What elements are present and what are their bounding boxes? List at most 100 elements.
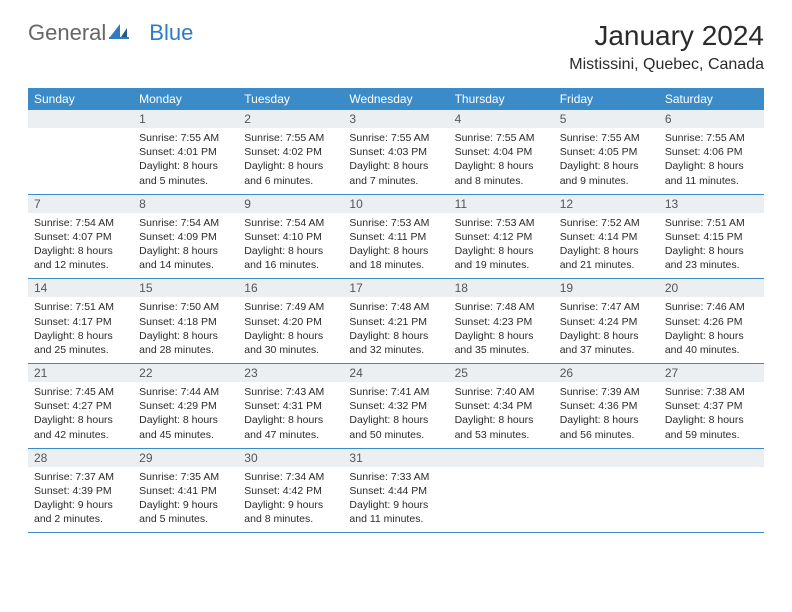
day-number: 11	[449, 195, 554, 213]
daylight-text: Daylight: 8 hours and 28 minutes.	[139, 329, 232, 357]
daylight-text: Daylight: 8 hours and 6 minutes.	[244, 159, 337, 187]
day-number	[28, 110, 133, 128]
calendar-cell: 21Sunrise: 7:45 AMSunset: 4:27 PMDayligh…	[28, 364, 133, 449]
day-number: 2	[238, 110, 343, 128]
calendar-cell: 14Sunrise: 7:51 AMSunset: 4:17 PMDayligh…	[28, 279, 133, 364]
sunrise-text: Sunrise: 7:55 AM	[560, 131, 653, 145]
day-details: Sunrise: 7:33 AMSunset: 4:44 PMDaylight:…	[343, 467, 448, 533]
day-number: 7	[28, 195, 133, 213]
brand-part1: General	[28, 20, 106, 46]
calendar-cell: 10Sunrise: 7:53 AMSunset: 4:11 PMDayligh…	[343, 194, 448, 279]
daylight-text: Daylight: 8 hours and 12 minutes.	[34, 244, 127, 272]
day-number	[659, 449, 764, 467]
day-details: Sunrise: 7:55 AMSunset: 4:06 PMDaylight:…	[659, 128, 764, 194]
day-details: Sunrise: 7:49 AMSunset: 4:20 PMDaylight:…	[238, 297, 343, 363]
day-details: Sunrise: 7:50 AMSunset: 4:18 PMDaylight:…	[133, 297, 238, 363]
sunrise-text: Sunrise: 7:55 AM	[349, 131, 442, 145]
sunrise-text: Sunrise: 7:46 AM	[665, 300, 758, 314]
day-number: 4	[449, 110, 554, 128]
sunset-text: Sunset: 4:02 PM	[244, 145, 337, 159]
day-details: Sunrise: 7:51 AMSunset: 4:17 PMDaylight:…	[28, 297, 133, 363]
sunrise-text: Sunrise: 7:54 AM	[139, 216, 232, 230]
sunset-text: Sunset: 4:23 PM	[455, 315, 548, 329]
calendar-cell: 4Sunrise: 7:55 AMSunset: 4:04 PMDaylight…	[449, 110, 554, 194]
daylight-text: Daylight: 8 hours and 9 minutes.	[560, 159, 653, 187]
daylight-text: Daylight: 8 hours and 40 minutes.	[665, 329, 758, 357]
sunset-text: Sunset: 4:11 PM	[349, 230, 442, 244]
day-details: Sunrise: 7:55 AMSunset: 4:03 PMDaylight:…	[343, 128, 448, 194]
brand-logo: General Blue	[28, 20, 193, 46]
day-number: 16	[238, 279, 343, 297]
header: General Blue January 2024 Mistissini, Qu…	[28, 20, 764, 74]
calendar-cell: 18Sunrise: 7:48 AMSunset: 4:23 PMDayligh…	[449, 279, 554, 364]
daylight-text: Daylight: 8 hours and 7 minutes.	[349, 159, 442, 187]
calendar-body: 1Sunrise: 7:55 AMSunset: 4:01 PMDaylight…	[28, 110, 764, 533]
title-block: January 2024 Mistissini, Quebec, Canada	[569, 20, 764, 74]
sunrise-text: Sunrise: 7:50 AM	[139, 300, 232, 314]
day-number: 28	[28, 449, 133, 467]
calendar-cell: 11Sunrise: 7:53 AMSunset: 4:12 PMDayligh…	[449, 194, 554, 279]
sunrise-text: Sunrise: 7:38 AM	[665, 385, 758, 399]
calendar-cell: 1Sunrise: 7:55 AMSunset: 4:01 PMDaylight…	[133, 110, 238, 194]
sunset-text: Sunset: 4:10 PM	[244, 230, 337, 244]
calendar-row: 1Sunrise: 7:55 AMSunset: 4:01 PMDaylight…	[28, 110, 764, 194]
calendar-cell: 12Sunrise: 7:52 AMSunset: 4:14 PMDayligh…	[554, 194, 659, 279]
sunrise-text: Sunrise: 7:55 AM	[244, 131, 337, 145]
daylight-text: Daylight: 8 hours and 56 minutes.	[560, 413, 653, 441]
day-number: 23	[238, 364, 343, 382]
sunset-text: Sunset: 4:01 PM	[139, 145, 232, 159]
calendar-cell: 6Sunrise: 7:55 AMSunset: 4:06 PMDaylight…	[659, 110, 764, 194]
calendar-cell: 8Sunrise: 7:54 AMSunset: 4:09 PMDaylight…	[133, 194, 238, 279]
sunset-text: Sunset: 4:29 PM	[139, 399, 232, 413]
sunrise-text: Sunrise: 7:54 AM	[244, 216, 337, 230]
daylight-text: Daylight: 8 hours and 45 minutes.	[139, 413, 232, 441]
calendar-cell	[28, 110, 133, 194]
day-details: Sunrise: 7:54 AMSunset: 4:10 PMDaylight:…	[238, 213, 343, 279]
sunrise-text: Sunrise: 7:55 AM	[665, 131, 758, 145]
day-number: 12	[554, 195, 659, 213]
day-details: Sunrise: 7:43 AMSunset: 4:31 PMDaylight:…	[238, 382, 343, 448]
day-details: Sunrise: 7:46 AMSunset: 4:26 PMDaylight:…	[659, 297, 764, 363]
daylight-text: Daylight: 9 hours and 11 minutes.	[349, 498, 442, 526]
day-details: Sunrise: 7:34 AMSunset: 4:42 PMDaylight:…	[238, 467, 343, 533]
day-number: 30	[238, 449, 343, 467]
sunset-text: Sunset: 4:32 PM	[349, 399, 442, 413]
daylight-text: Daylight: 8 hours and 19 minutes.	[455, 244, 548, 272]
daylight-text: Daylight: 8 hours and 23 minutes.	[665, 244, 758, 272]
sunset-text: Sunset: 4:03 PM	[349, 145, 442, 159]
day-number: 27	[659, 364, 764, 382]
day-header-tuesday: Tuesday	[238, 88, 343, 110]
day-number: 6	[659, 110, 764, 128]
calendar-cell: 29Sunrise: 7:35 AMSunset: 4:41 PMDayligh…	[133, 448, 238, 533]
day-details: Sunrise: 7:41 AMSunset: 4:32 PMDaylight:…	[343, 382, 448, 448]
day-details: Sunrise: 7:44 AMSunset: 4:29 PMDaylight:…	[133, 382, 238, 448]
sunset-text: Sunset: 4:36 PM	[560, 399, 653, 413]
daylight-text: Daylight: 8 hours and 14 minutes.	[139, 244, 232, 272]
sunrise-text: Sunrise: 7:43 AM	[244, 385, 337, 399]
sunrise-text: Sunrise: 7:41 AM	[349, 385, 442, 399]
sunset-text: Sunset: 4:09 PM	[139, 230, 232, 244]
daylight-text: Daylight: 8 hours and 25 minutes.	[34, 329, 127, 357]
day-number: 25	[449, 364, 554, 382]
day-number: 29	[133, 449, 238, 467]
sunrise-text: Sunrise: 7:40 AM	[455, 385, 548, 399]
sunset-text: Sunset: 4:34 PM	[455, 399, 548, 413]
calendar-cell: 9Sunrise: 7:54 AMSunset: 4:10 PMDaylight…	[238, 194, 343, 279]
calendar-cell: 28Sunrise: 7:37 AMSunset: 4:39 PMDayligh…	[28, 448, 133, 533]
sunset-text: Sunset: 4:05 PM	[560, 145, 653, 159]
brand-part2: Blue	[149, 20, 193, 46]
calendar-cell	[449, 448, 554, 533]
day-number: 20	[659, 279, 764, 297]
day-details: Sunrise: 7:45 AMSunset: 4:27 PMDaylight:…	[28, 382, 133, 448]
day-number: 22	[133, 364, 238, 382]
calendar-cell: 26Sunrise: 7:39 AMSunset: 4:36 PMDayligh…	[554, 364, 659, 449]
day-header-sunday: Sunday	[28, 88, 133, 110]
sunset-text: Sunset: 4:31 PM	[244, 399, 337, 413]
daylight-text: Daylight: 8 hours and 8 minutes.	[455, 159, 548, 187]
sunset-text: Sunset: 4:18 PM	[139, 315, 232, 329]
day-details: Sunrise: 7:55 AMSunset: 4:02 PMDaylight:…	[238, 128, 343, 194]
day-details: Sunrise: 7:53 AMSunset: 4:12 PMDaylight:…	[449, 213, 554, 279]
day-number: 31	[343, 449, 448, 467]
sunset-text: Sunset: 4:26 PM	[665, 315, 758, 329]
calendar-cell: 5Sunrise: 7:55 AMSunset: 4:05 PMDaylight…	[554, 110, 659, 194]
